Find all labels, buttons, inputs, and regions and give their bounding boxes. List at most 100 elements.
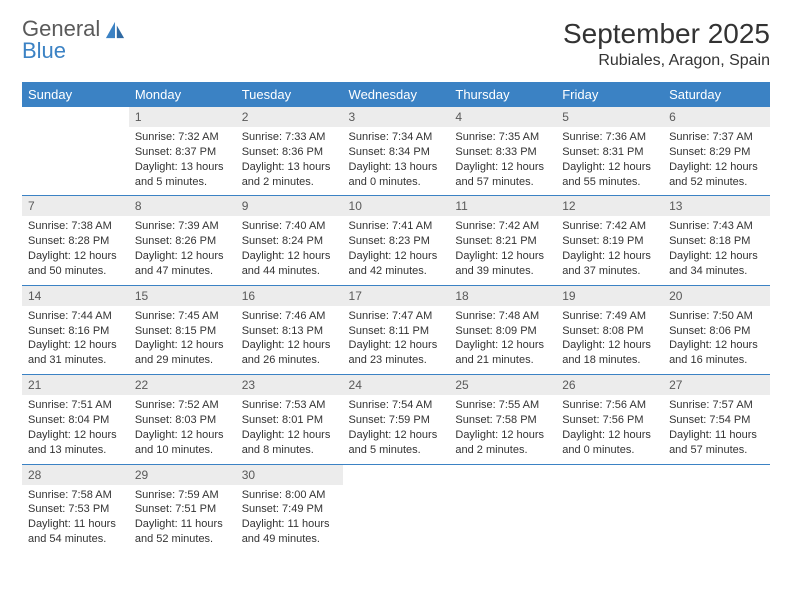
calendar-cell: 27Sunrise: 7:57 AMSunset: 7:54 PMDayligh… <box>663 375 770 464</box>
day-number: 6 <box>663 107 770 127</box>
calendar-cell: 24Sunrise: 7:54 AMSunset: 7:59 PMDayligh… <box>343 375 450 464</box>
day-number: 24 <box>343 375 450 395</box>
calendar-cell: 8Sunrise: 7:39 AMSunset: 8:26 PMDaylight… <box>129 196 236 285</box>
calendar-cell: 14Sunrise: 7:44 AMSunset: 8:16 PMDayligh… <box>22 285 129 374</box>
day-details: Sunrise: 7:45 AMSunset: 8:15 PMDaylight:… <box>129 306 236 374</box>
day-details: Sunrise: 7:38 AMSunset: 8:28 PMDaylight:… <box>22 216 129 284</box>
calendar-cell: 6Sunrise: 7:37 AMSunset: 8:29 PMDaylight… <box>663 107 770 196</box>
calendar-table: SundayMondayTuesdayWednesdayThursdayFrid… <box>22 82 770 553</box>
calendar-cell: 25Sunrise: 7:55 AMSunset: 7:58 PMDayligh… <box>449 375 556 464</box>
day-details: Sunrise: 7:59 AMSunset: 7:51 PMDaylight:… <box>129 485 236 553</box>
calendar-cell: 12Sunrise: 7:42 AMSunset: 8:19 PMDayligh… <box>556 196 663 285</box>
day-details: Sunrise: 7:58 AMSunset: 7:53 PMDaylight:… <box>22 485 129 553</box>
calendar-week: 28Sunrise: 7:58 AMSunset: 7:53 PMDayligh… <box>22 464 770 553</box>
day-details: Sunrise: 7:33 AMSunset: 8:36 PMDaylight:… <box>236 127 343 195</box>
calendar-body: 1Sunrise: 7:32 AMSunset: 8:37 PMDaylight… <box>22 107 770 553</box>
day-number: 19 <box>556 286 663 306</box>
day-number: 3 <box>343 107 450 127</box>
day-details: Sunrise: 7:39 AMSunset: 8:26 PMDaylight:… <box>129 216 236 284</box>
calendar-week: 7Sunrise: 7:38 AMSunset: 8:28 PMDaylight… <box>22 196 770 285</box>
day-header: Monday <box>129 82 236 107</box>
day-details: Sunrise: 7:55 AMSunset: 7:58 PMDaylight:… <box>449 395 556 463</box>
calendar-cell: 13Sunrise: 7:43 AMSunset: 8:18 PMDayligh… <box>663 196 770 285</box>
day-header: Tuesday <box>236 82 343 107</box>
day-number: 8 <box>129 196 236 216</box>
day-number: 1 <box>129 107 236 127</box>
day-details: Sunrise: 7:52 AMSunset: 8:03 PMDaylight:… <box>129 395 236 463</box>
calendar-week: 14Sunrise: 7:44 AMSunset: 8:16 PMDayligh… <box>22 285 770 374</box>
day-number: 28 <box>22 465 129 485</box>
calendar-cell: 3Sunrise: 7:34 AMSunset: 8:34 PMDaylight… <box>343 107 450 196</box>
day-number: 23 <box>236 375 343 395</box>
day-details: Sunrise: 7:53 AMSunset: 8:01 PMDaylight:… <box>236 395 343 463</box>
day-number: 11 <box>449 196 556 216</box>
calendar-cell: 22Sunrise: 7:52 AMSunset: 8:03 PMDayligh… <box>129 375 236 464</box>
day-header: Saturday <box>663 82 770 107</box>
calendar-cell: 9Sunrise: 7:40 AMSunset: 8:24 PMDaylight… <box>236 196 343 285</box>
day-number: 14 <box>22 286 129 306</box>
day-details: Sunrise: 7:54 AMSunset: 7:59 PMDaylight:… <box>343 395 450 463</box>
calendar-cell: 15Sunrise: 7:45 AMSunset: 8:15 PMDayligh… <box>129 285 236 374</box>
day-number: 22 <box>129 375 236 395</box>
day-number: 18 <box>449 286 556 306</box>
calendar-cell: 20Sunrise: 7:50 AMSunset: 8:06 PMDayligh… <box>663 285 770 374</box>
calendar-cell: 2Sunrise: 7:33 AMSunset: 8:36 PMDaylight… <box>236 107 343 196</box>
day-header: Friday <box>556 82 663 107</box>
day-number: 25 <box>449 375 556 395</box>
day-header: Sunday <box>22 82 129 107</box>
day-number: 15 <box>129 286 236 306</box>
day-number: 29 <box>129 465 236 485</box>
calendar-cell <box>449 464 556 553</box>
calendar-cell: 23Sunrise: 7:53 AMSunset: 8:01 PMDayligh… <box>236 375 343 464</box>
day-details: Sunrise: 8:00 AMSunset: 7:49 PMDaylight:… <box>236 485 343 553</box>
day-details: Sunrise: 7:42 AMSunset: 8:19 PMDaylight:… <box>556 216 663 284</box>
calendar-cell: 28Sunrise: 7:58 AMSunset: 7:53 PMDayligh… <box>22 464 129 553</box>
calendar-cell <box>556 464 663 553</box>
day-details: Sunrise: 7:37 AMSunset: 8:29 PMDaylight:… <box>663 127 770 195</box>
calendar-cell: 26Sunrise: 7:56 AMSunset: 7:56 PMDayligh… <box>556 375 663 464</box>
day-details: Sunrise: 7:41 AMSunset: 8:23 PMDaylight:… <box>343 216 450 284</box>
day-details: Sunrise: 7:47 AMSunset: 8:11 PMDaylight:… <box>343 306 450 374</box>
day-number: 10 <box>343 196 450 216</box>
location-text: Rubiales, Aragon, Spain <box>563 52 770 70</box>
day-number: 5 <box>556 107 663 127</box>
day-details: Sunrise: 7:51 AMSunset: 8:04 PMDaylight:… <box>22 395 129 463</box>
calendar-cell: 30Sunrise: 8:00 AMSunset: 7:49 PMDayligh… <box>236 464 343 553</box>
day-number: 12 <box>556 196 663 216</box>
calendar-cell: 16Sunrise: 7:46 AMSunset: 8:13 PMDayligh… <box>236 285 343 374</box>
logo-sail-icon <box>104 20 126 40</box>
day-number: 27 <box>663 375 770 395</box>
day-details: Sunrise: 7:43 AMSunset: 8:18 PMDaylight:… <box>663 216 770 284</box>
day-details: Sunrise: 7:56 AMSunset: 7:56 PMDaylight:… <box>556 395 663 463</box>
day-number: 21 <box>22 375 129 395</box>
calendar-cell <box>22 107 129 196</box>
calendar-cell: 5Sunrise: 7:36 AMSunset: 8:31 PMDaylight… <box>556 107 663 196</box>
calendar-week: 1Sunrise: 7:32 AMSunset: 8:37 PMDaylight… <box>22 107 770 196</box>
page-title: September 2025 <box>563 18 770 50</box>
day-number: 16 <box>236 286 343 306</box>
day-details: Sunrise: 7:35 AMSunset: 8:33 PMDaylight:… <box>449 127 556 195</box>
calendar-cell: 19Sunrise: 7:49 AMSunset: 8:08 PMDayligh… <box>556 285 663 374</box>
calendar-cell: 29Sunrise: 7:59 AMSunset: 7:51 PMDayligh… <box>129 464 236 553</box>
day-details: Sunrise: 7:49 AMSunset: 8:08 PMDaylight:… <box>556 306 663 374</box>
day-details: Sunrise: 7:57 AMSunset: 7:54 PMDaylight:… <box>663 395 770 463</box>
header: General Blue September 2025 Rubiales, Ar… <box>22 18 770 70</box>
calendar-cell: 1Sunrise: 7:32 AMSunset: 8:37 PMDaylight… <box>129 107 236 196</box>
calendar-cell <box>343 464 450 553</box>
day-header: Thursday <box>449 82 556 107</box>
title-block: September 2025 Rubiales, Aragon, Spain <box>563 18 770 70</box>
logo-word2: Blue <box>22 38 66 63</box>
day-details: Sunrise: 7:46 AMSunset: 8:13 PMDaylight:… <box>236 306 343 374</box>
calendar-cell: 4Sunrise: 7:35 AMSunset: 8:33 PMDaylight… <box>449 107 556 196</box>
logo-text: General Blue <box>22 18 100 62</box>
day-details: Sunrise: 7:44 AMSunset: 8:16 PMDaylight:… <box>22 306 129 374</box>
calendar-cell: 18Sunrise: 7:48 AMSunset: 8:09 PMDayligh… <box>449 285 556 374</box>
day-details: Sunrise: 7:42 AMSunset: 8:21 PMDaylight:… <box>449 216 556 284</box>
day-number: 30 <box>236 465 343 485</box>
calendar-cell: 7Sunrise: 7:38 AMSunset: 8:28 PMDaylight… <box>22 196 129 285</box>
day-number: 4 <box>449 107 556 127</box>
day-number: 20 <box>663 286 770 306</box>
day-number: 2 <box>236 107 343 127</box>
day-number: 13 <box>663 196 770 216</box>
calendar-cell: 17Sunrise: 7:47 AMSunset: 8:11 PMDayligh… <box>343 285 450 374</box>
